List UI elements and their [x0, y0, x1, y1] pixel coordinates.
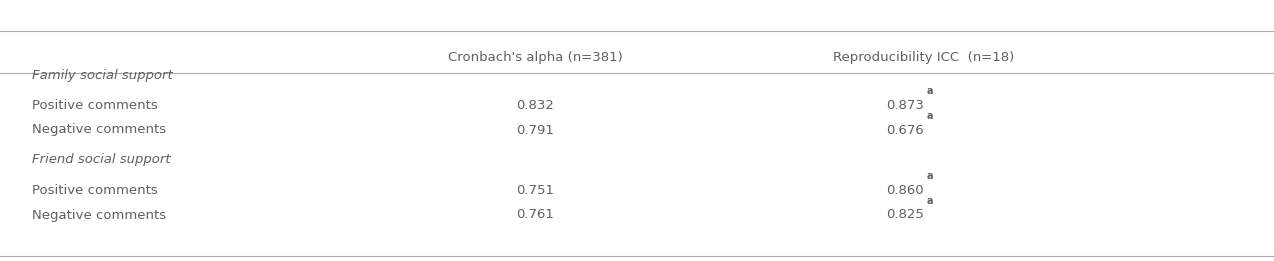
Text: Negative comments: Negative comments	[32, 123, 166, 137]
Text: Negative comments: Negative comments	[32, 209, 166, 222]
Text: 0.676: 0.676	[885, 123, 924, 137]
Text: 0.751: 0.751	[516, 183, 554, 197]
Text: 0.761: 0.761	[516, 209, 554, 222]
Text: Family social support: Family social support	[32, 68, 172, 81]
Text: 0.791: 0.791	[516, 123, 554, 137]
Text: a: a	[926, 196, 933, 206]
Text: a: a	[926, 171, 933, 181]
Text: 0.825: 0.825	[885, 209, 924, 222]
Text: 0.832: 0.832	[516, 98, 554, 111]
Text: a: a	[926, 86, 933, 96]
Text: Positive comments: Positive comments	[32, 98, 158, 111]
Text: 0.873: 0.873	[885, 98, 924, 111]
Text: 0.860: 0.860	[885, 183, 924, 197]
Text: a: a	[926, 111, 933, 121]
Text: Positive comments: Positive comments	[32, 183, 158, 197]
Text: Cronbach's alpha (n=381): Cronbach's alpha (n=381)	[447, 51, 623, 64]
Text: Friend social support: Friend social support	[32, 153, 171, 167]
Text: Reproducibility ICC  (n=18): Reproducibility ICC (n=18)	[833, 51, 1014, 64]
